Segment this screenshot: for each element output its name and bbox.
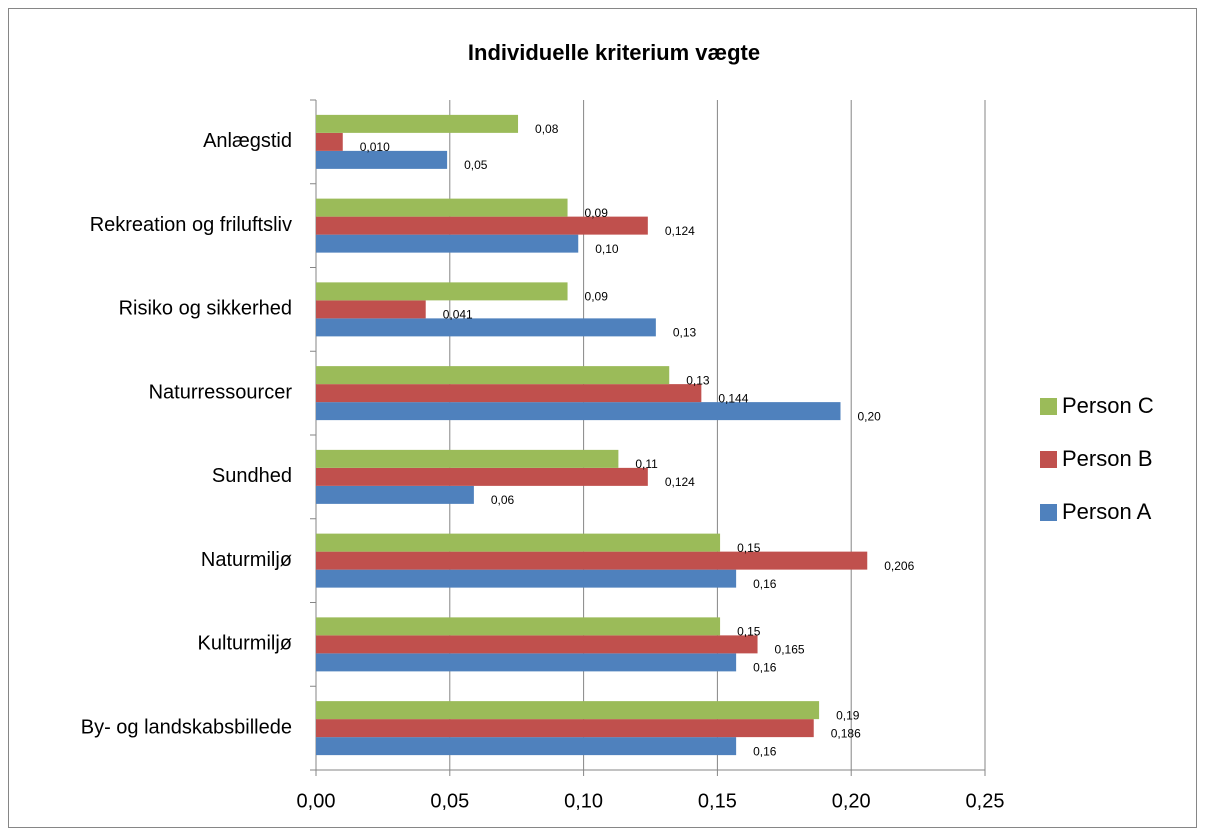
bar bbox=[316, 635, 758, 654]
data-label: 0,13 bbox=[673, 326, 697, 340]
y-tick-label: Sundhed bbox=[212, 465, 292, 487]
bar bbox=[316, 551, 868, 570]
data-label: 0,20 bbox=[857, 409, 881, 423]
data-label: 0,16 bbox=[753, 661, 777, 675]
data-label: 0,19 bbox=[836, 708, 860, 722]
bar bbox=[316, 318, 656, 337]
bar bbox=[316, 366, 670, 385]
data-label: 0,206 bbox=[884, 559, 914, 573]
x-tick-label: 0,05 bbox=[430, 790, 469, 812]
data-label: 0,15 bbox=[737, 625, 761, 639]
y-tick-label: Risiko og sikkerhed bbox=[119, 298, 292, 320]
y-tick-label: Naturmiljø bbox=[201, 549, 292, 571]
legend-swatch bbox=[1040, 451, 1057, 468]
x-tick-label: 0,00 bbox=[297, 790, 336, 812]
data-label: 0,186 bbox=[831, 726, 861, 740]
data-label: 0,16 bbox=[753, 744, 777, 758]
bar bbox=[316, 701, 820, 720]
bar bbox=[316, 234, 579, 253]
legend-label: Person A bbox=[1062, 499, 1152, 524]
y-tick-label: Naturressourcer bbox=[149, 381, 293, 403]
bar bbox=[316, 150, 448, 169]
bar bbox=[316, 719, 814, 738]
bar bbox=[316, 300, 426, 319]
bar bbox=[316, 449, 619, 468]
bar bbox=[316, 198, 568, 217]
data-label: 0,06 bbox=[491, 493, 515, 507]
y-tick-label: By- og landskabsbillede bbox=[81, 716, 292, 738]
y-tick-label: Rekreation og friluftsliv bbox=[90, 214, 292, 236]
chart-title: Individuelle kriterium vægte bbox=[468, 40, 760, 65]
data-label: 0,165 bbox=[775, 643, 805, 657]
legend-label: Person C bbox=[1062, 393, 1154, 418]
legend-swatch bbox=[1040, 398, 1057, 415]
data-label: 0,10 bbox=[595, 242, 619, 256]
x-tick-label: 0,10 bbox=[564, 790, 603, 812]
legend-swatch bbox=[1040, 504, 1057, 521]
bar bbox=[316, 737, 737, 756]
bar bbox=[316, 653, 737, 672]
x-tick-label: 0,15 bbox=[698, 790, 737, 812]
bar bbox=[316, 617, 721, 636]
data-label: 0,124 bbox=[665, 475, 695, 489]
bar bbox=[316, 132, 343, 151]
data-label: 0,041 bbox=[443, 308, 473, 322]
legend-label: Person B bbox=[1062, 446, 1153, 471]
data-label: 0,05 bbox=[464, 158, 488, 172]
bar bbox=[316, 402, 841, 421]
bar bbox=[316, 569, 737, 588]
bar bbox=[316, 216, 648, 235]
bar bbox=[316, 485, 474, 504]
data-label: 0,08 bbox=[535, 122, 559, 136]
y-tick-label: Anlægstid bbox=[203, 130, 292, 152]
data-label: 0,09 bbox=[585, 290, 609, 304]
x-tick-label: 0,20 bbox=[832, 790, 871, 812]
bar bbox=[316, 114, 519, 133]
data-label: 0,09 bbox=[585, 206, 609, 220]
bar bbox=[316, 282, 568, 301]
data-label: 0,16 bbox=[753, 577, 777, 591]
y-tick-label: Kulturmiljø bbox=[198, 633, 292, 655]
x-tick-label: 0,25 bbox=[966, 790, 1005, 812]
data-label: 0,010 bbox=[360, 140, 390, 154]
data-label: 0,144 bbox=[718, 391, 748, 405]
bar bbox=[316, 533, 721, 552]
data-label: 0,11 bbox=[635, 457, 658, 471]
data-label: 0,15 bbox=[737, 541, 761, 555]
data-label: 0,124 bbox=[665, 224, 695, 238]
bar bbox=[316, 467, 648, 486]
bar bbox=[316, 384, 702, 403]
data-label: 0,13 bbox=[686, 373, 710, 387]
